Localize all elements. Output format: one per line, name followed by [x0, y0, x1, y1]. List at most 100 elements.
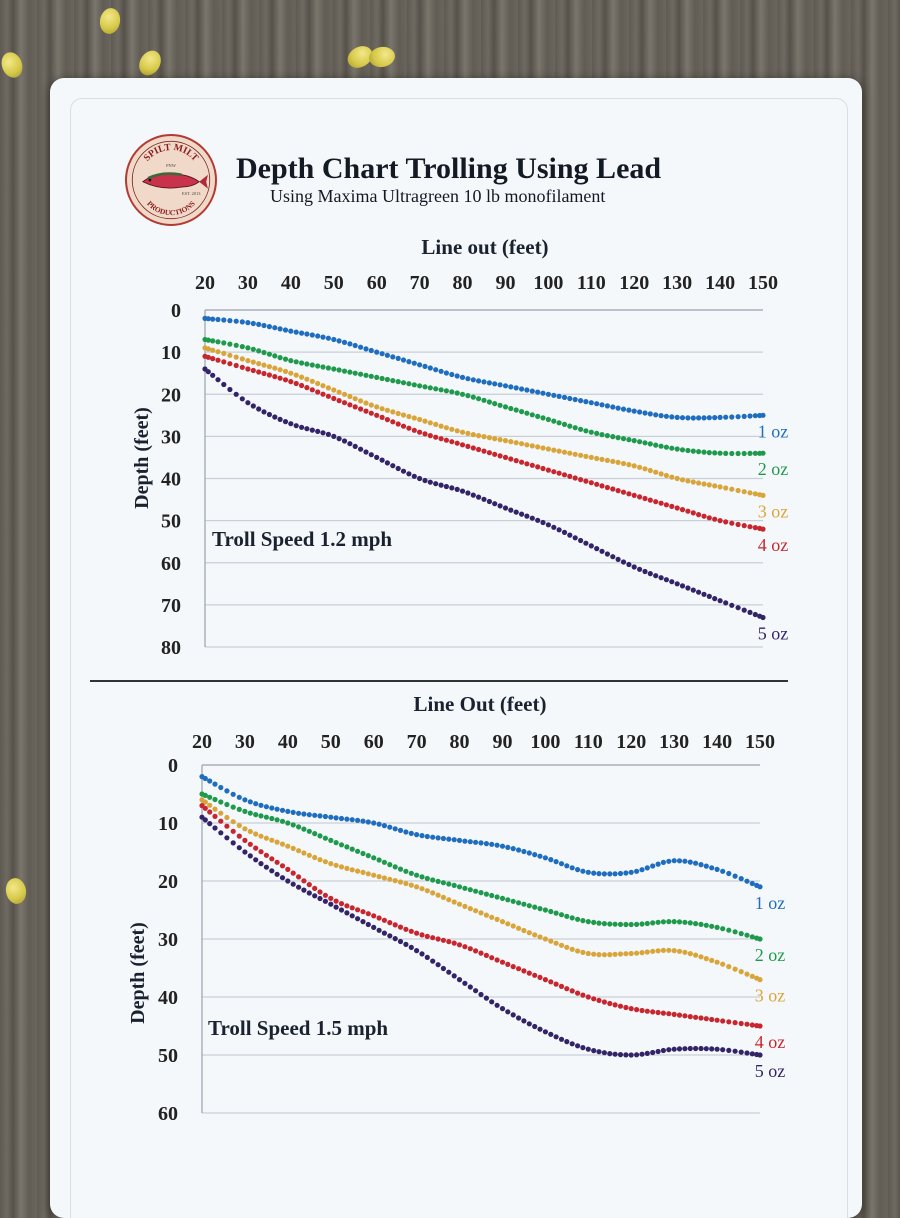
data-point	[411, 415, 417, 421]
data-point	[712, 415, 718, 421]
data-point	[612, 951, 618, 957]
data-point	[349, 913, 355, 919]
data-point	[535, 413, 541, 419]
data-point	[269, 815, 275, 822]
data-point	[623, 951, 629, 957]
data-point	[392, 864, 398, 870]
data-point	[537, 853, 543, 859]
data-point	[510, 964, 516, 970]
data-point	[572, 535, 578, 541]
data-point	[449, 389, 455, 395]
data-point	[301, 811, 307, 817]
data-point	[709, 923, 715, 929]
data-point	[301, 887, 307, 893]
data-point	[360, 818, 366, 824]
data-point	[427, 433, 433, 439]
data-point	[392, 878, 398, 884]
data-point	[513, 458, 519, 464]
data-point	[532, 972, 538, 978]
data-point	[384, 460, 390, 466]
data-point	[422, 431, 428, 437]
data-point	[368, 347, 374, 354]
data-point	[706, 450, 712, 456]
data-point	[537, 906, 543, 912]
salmon-logo-graphic: SPILT MILT PRODUCTIONS EST. 2013 PNW	[131, 140, 211, 220]
data-point	[443, 483, 449, 490]
data-point	[617, 870, 624, 877]
data-point	[253, 831, 259, 837]
data-point	[392, 936, 398, 942]
data-point	[288, 370, 294, 376]
data-point	[247, 841, 253, 847]
data-point	[261, 322, 267, 329]
data-point	[594, 430, 600, 436]
data-point	[288, 421, 294, 427]
series-label: 4 oz	[758, 535, 789, 555]
data-point	[526, 970, 532, 976]
data-point	[644, 949, 650, 955]
data-point	[599, 548, 605, 554]
data-point	[612, 921, 618, 927]
data-point	[620, 406, 627, 412]
data-point	[542, 977, 548, 983]
data-point	[470, 492, 476, 498]
data-point	[744, 932, 750, 938]
data-point	[376, 874, 382, 880]
data-point	[215, 316, 221, 323]
data-point	[440, 965, 446, 972]
data-point	[419, 932, 425, 938]
data-point	[634, 921, 640, 927]
data-point	[612, 1051, 618, 1057]
data-point	[218, 818, 224, 824]
data-point	[508, 507, 514, 513]
data-point	[440, 894, 446, 900]
data-point	[553, 981, 559, 987]
data-point	[660, 919, 667, 925]
data-point	[540, 415, 546, 421]
data-point	[205, 346, 211, 352]
data-point	[269, 856, 275, 862]
data-point	[253, 845, 259, 851]
data-point	[540, 390, 546, 396]
data-point	[438, 368, 444, 374]
data-point	[732, 1020, 738, 1026]
data-point	[551, 392, 557, 398]
data-point	[634, 868, 640, 874]
data-point	[376, 821, 382, 827]
data-point	[690, 415, 696, 421]
data-point	[449, 485, 455, 491]
data-point	[451, 973, 457, 979]
data-point	[714, 1046, 720, 1052]
data-point	[639, 1007, 645, 1014]
x-tick-label: 150	[748, 272, 778, 294]
y-tick-label: 60	[161, 553, 181, 575]
data-point	[242, 797, 248, 803]
data-point	[397, 938, 404, 945]
data-point	[749, 973, 755, 979]
x-tick-label: 90	[492, 731, 512, 753]
data-point	[306, 890, 312, 896]
logo-pnw-text: PNW	[166, 163, 177, 168]
data-point	[221, 381, 227, 388]
data-point	[497, 437, 503, 443]
data-point	[519, 441, 525, 447]
data-point	[604, 484, 611, 491]
data-point	[687, 920, 693, 926]
data-point	[690, 448, 696, 454]
data-point	[207, 794, 213, 800]
data-point	[379, 351, 385, 357]
data-point	[430, 935, 436, 941]
data-point	[344, 903, 350, 909]
data-point	[567, 395, 573, 402]
data-point	[233, 318, 239, 324]
data-point	[717, 518, 723, 524]
data-point	[687, 859, 693, 865]
data-point	[261, 362, 267, 368]
x-tick-label: 120	[619, 272, 649, 294]
data-point	[599, 456, 605, 462]
series-label: 2 oz	[758, 459, 789, 479]
data-point	[519, 409, 525, 415]
data-point	[628, 921, 634, 928]
data-point	[626, 437, 632, 443]
data-point	[687, 1045, 693, 1052]
